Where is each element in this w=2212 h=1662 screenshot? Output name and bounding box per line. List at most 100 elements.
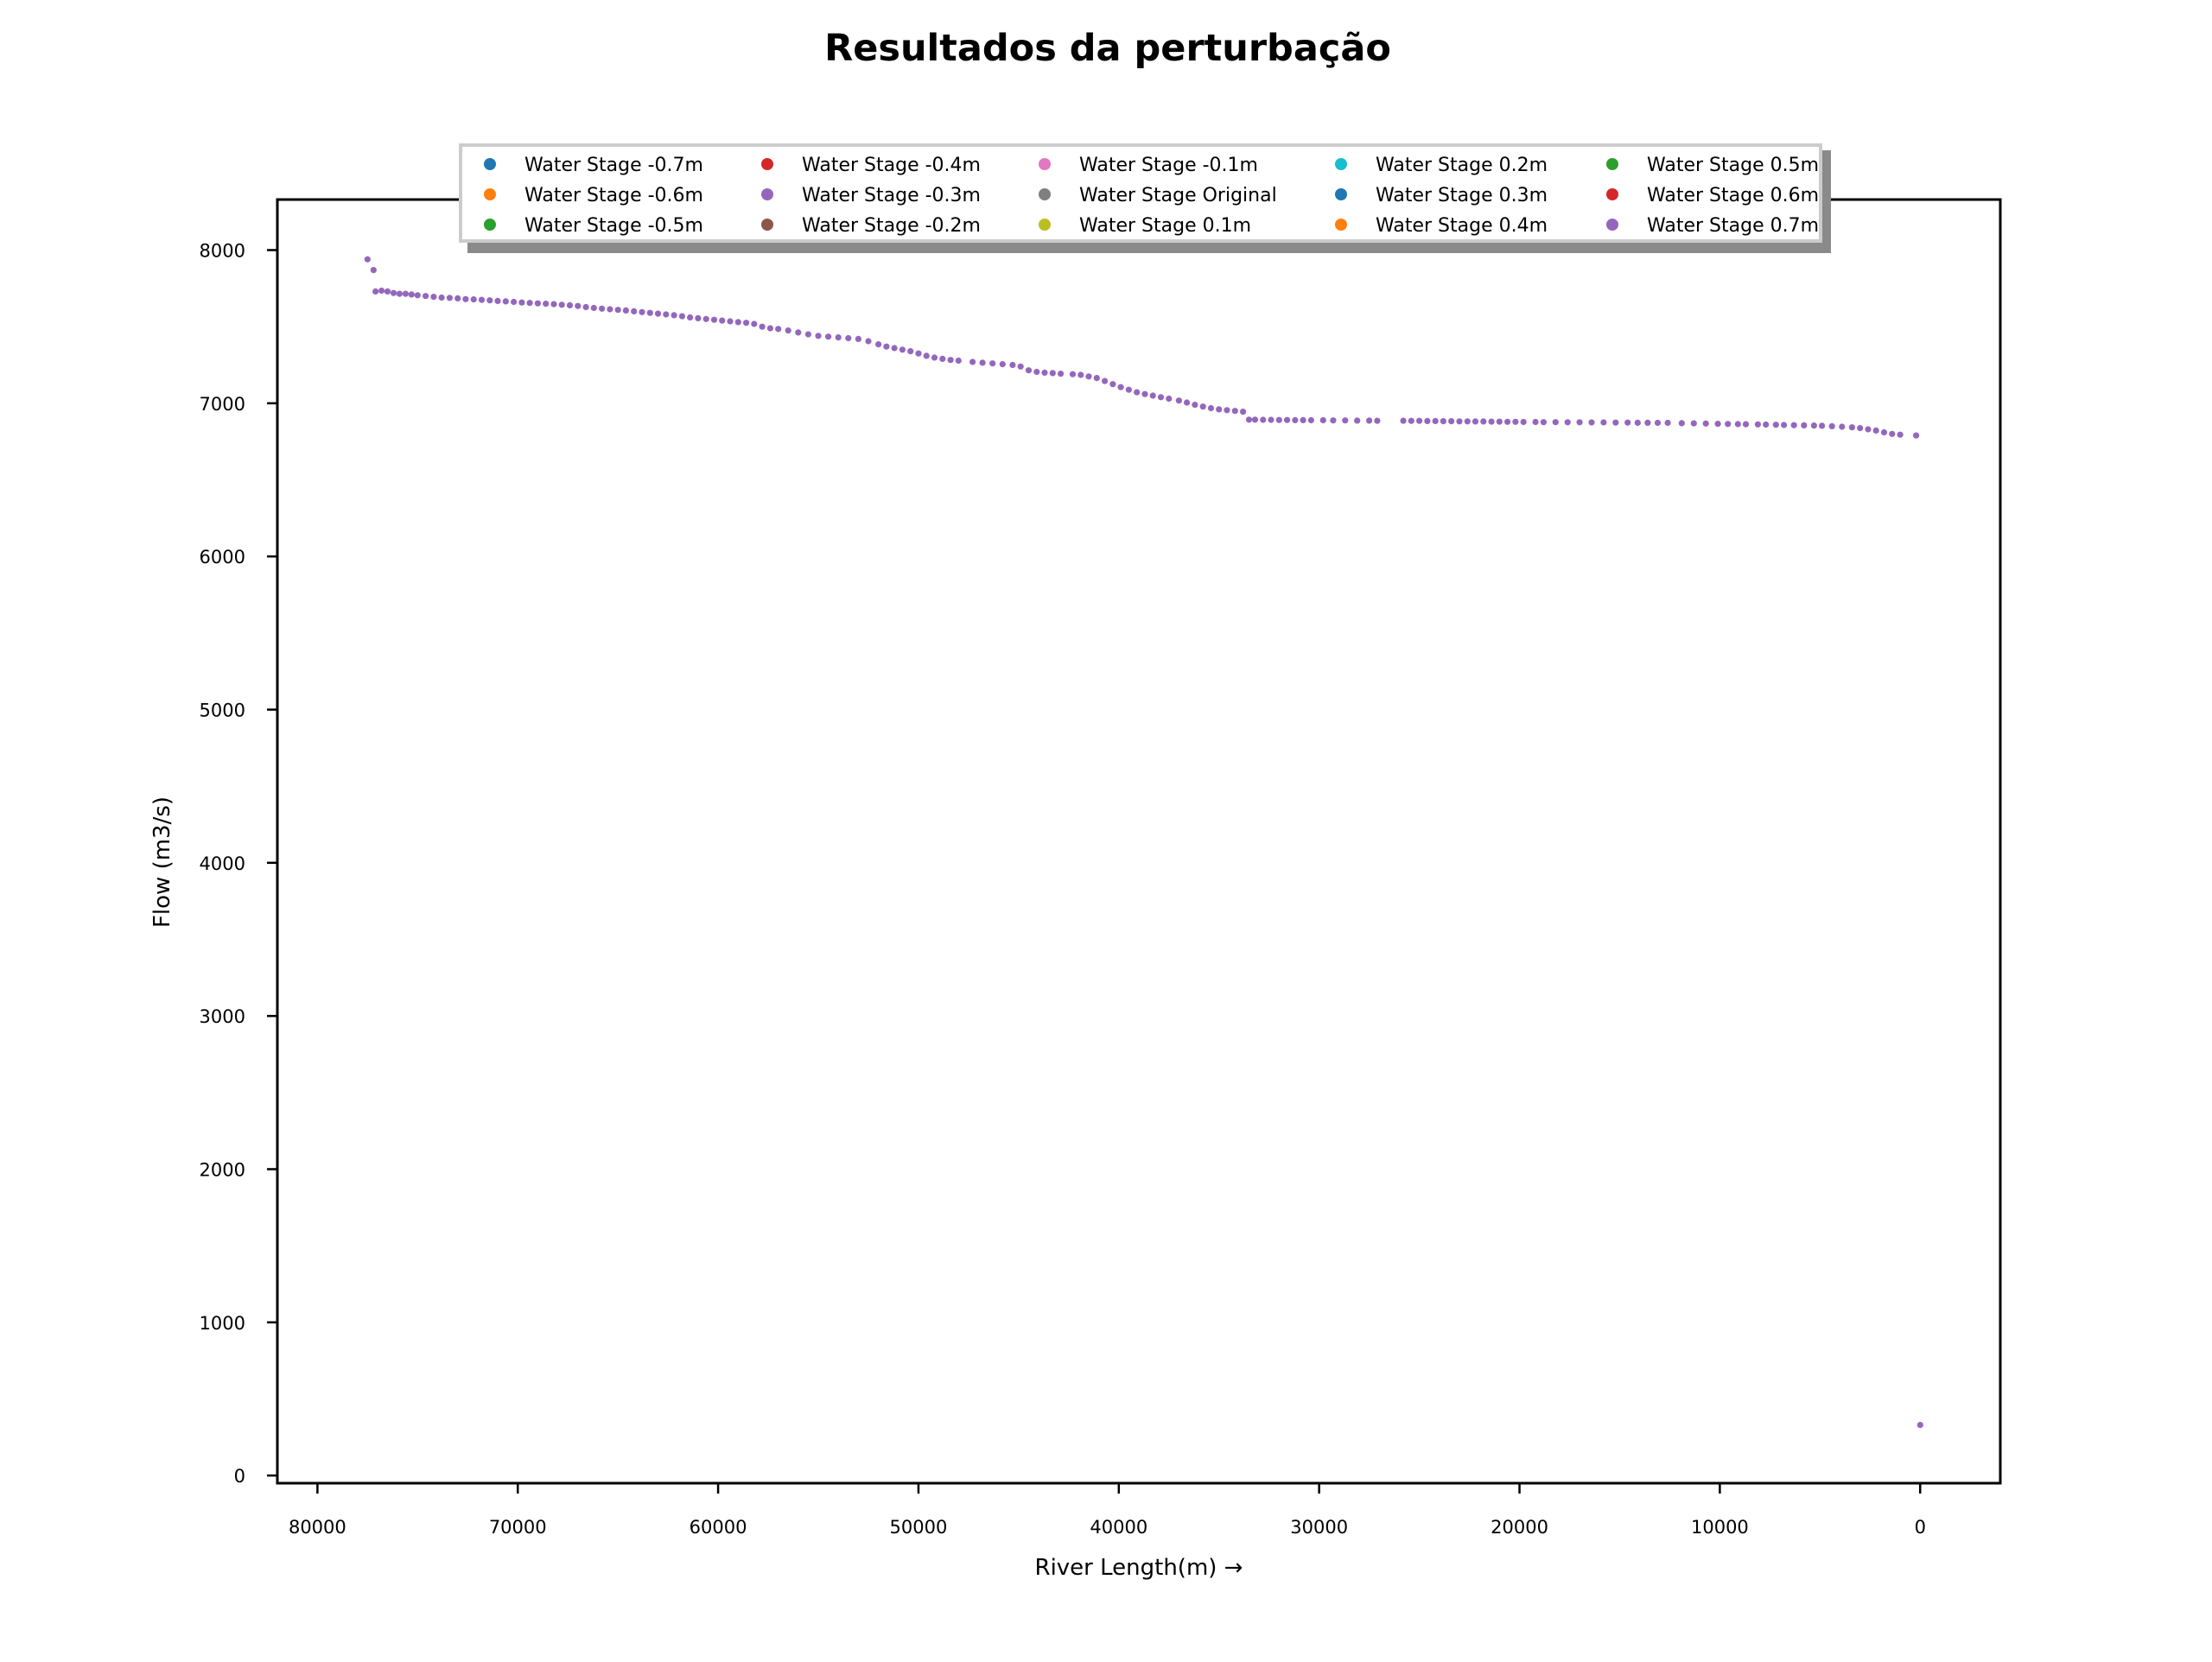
data-point [695,314,702,321]
data-point [470,296,477,303]
data-point [1077,371,1084,378]
data-point [1480,418,1487,425]
legend-item: Water Stage 0.7m [1606,215,1819,237]
data-point [1342,417,1349,424]
data-point [1600,419,1607,426]
data-point [1801,422,1808,428]
legend-marker [761,219,773,231]
data-point [775,326,782,333]
data-point [1828,422,1835,429]
data-point [915,350,922,357]
data-point [702,315,709,322]
data-point [1734,421,1741,428]
data-point [1540,419,1547,426]
legend-item: Water Stage -0.4m [761,155,981,176]
data-point [631,308,638,314]
data-point [1725,421,1732,428]
data-point [486,297,493,304]
data-point [1432,417,1439,424]
data-point [446,295,454,301]
data-point [1366,417,1373,424]
data-point [1520,418,1527,426]
x-tick-label: 60000 [690,1517,747,1538]
data-point [804,331,812,338]
y-axis-ticks: 0 1000 2000 3000 4000 5000 6000 7000 8000 [200,241,277,1487]
data-point [1897,431,1904,438]
data-point [1199,403,1206,410]
legend-label: Water Stage 0.1m [1079,215,1251,237]
data-point [1330,417,1337,424]
y-tick-label: 8000 [200,241,245,262]
legend-item: Water Stage Original [1039,185,1277,206]
data-point [1374,417,1381,424]
data-point [614,307,621,314]
legend-label: Water Stage -0.6m [524,185,703,206]
data-point [1504,418,1511,425]
data-point [1857,425,1864,432]
legend-item: Water Stage -0.6m [484,185,703,206]
data-point [1872,427,1879,434]
data-point [566,301,574,308]
legend-label: Water Stage -0.4m [802,155,981,176]
data-point [1848,424,1855,431]
data-point [1644,419,1651,426]
data-point [622,307,630,314]
x-tick-label: 0 [1915,1517,1926,1538]
data-point [727,318,734,325]
data-point [899,346,906,353]
data-point [1880,428,1888,436]
data-point [1416,417,1423,424]
data-point [1292,416,1299,423]
legend-item: Water Stage 0.2m [1335,155,1548,176]
y-axis-label: Flow (m3/s) [149,796,175,928]
data-point [1781,422,1788,428]
y-tick-label: 7000 [200,394,245,415]
data-point [1456,418,1463,425]
legend-marker [1039,219,1051,231]
data-point [979,359,986,366]
data-point [1093,375,1100,382]
data-point [865,338,872,345]
legend-item: Water Stage -0.1m [1039,155,1258,176]
data-point [1865,426,1872,433]
data-point [558,301,565,308]
data-point [646,309,653,316]
data-point [1913,432,1920,439]
legend-item: Water Stage -0.2m [761,215,981,237]
legend-marker [1606,188,1618,200]
legend-label: Water Stage -0.2m [802,215,981,237]
y-tick-label: 5000 [200,700,245,720]
data-point [518,299,525,306]
legend-marker [1039,188,1051,200]
legend-marker [1606,158,1618,170]
data-point [590,304,597,312]
data-point [1085,373,1092,380]
data-point [462,295,469,302]
data-point [534,300,542,307]
data-point [502,298,509,305]
data-point [1634,419,1641,426]
data-point [1839,423,1846,430]
data-point [1175,397,1182,404]
data-point [1440,418,1446,425]
data-point [1157,394,1165,401]
data-point [931,354,938,361]
data-point [438,294,445,301]
data-point [1166,395,1173,403]
data-point [1260,416,1267,423]
legend-item: Water Stage -0.3m [761,185,981,206]
legend-label: Water Stage -0.7m [524,155,703,176]
data-point [1058,371,1065,377]
legend-item: Water Stage 0.5m [1606,155,1819,176]
data-point [1319,416,1326,424]
legend-marker [484,219,496,231]
data-point [372,288,379,295]
data-point [1790,422,1797,428]
data-point [1664,419,1671,427]
x-tick-label: 70000 [489,1517,547,1538]
data-point [1275,416,1282,423]
data-point [1033,368,1040,376]
data-point [1184,399,1191,406]
data-point [1284,416,1291,423]
